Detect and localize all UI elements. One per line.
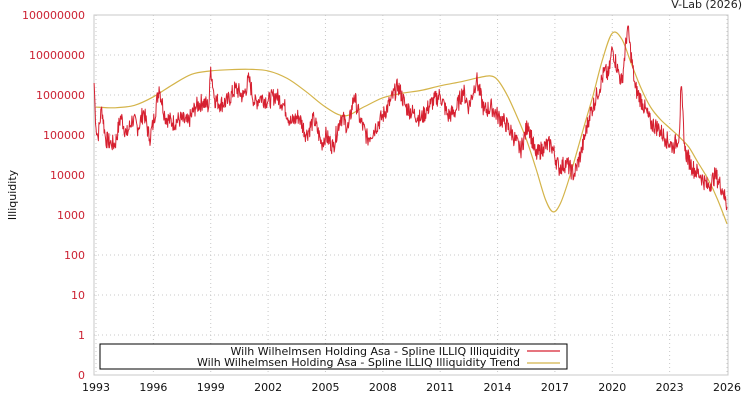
y-tick-label: 10000 xyxy=(50,169,85,182)
x-tick-label: 2026 xyxy=(713,381,741,394)
x-tick-label: 2008 xyxy=(369,381,397,394)
x-tick-label: 2020 xyxy=(598,381,626,394)
grid-lines xyxy=(94,14,728,375)
y-tick-label: 1000000 xyxy=(36,89,85,102)
legend-label-illiquidity: Wilh Wilhelmsen Holding Asa - Spline ILL… xyxy=(231,345,521,358)
illiquidity-line xyxy=(93,25,728,211)
y-tick-label: 0 xyxy=(78,369,85,382)
legend-label-trend: Wilh Wilhelmsen Holding Asa - Spline ILL… xyxy=(197,356,520,369)
y-tick-label: 100000000 xyxy=(22,9,85,22)
y-axis-ticks: 1000000001000000010000001000001000010001… xyxy=(22,9,85,382)
x-tick-label: 2005 xyxy=(311,381,339,394)
y-tick-label: 100 xyxy=(64,249,85,262)
legend: Wilh Wilhelmsen Holding Asa - Spline ILL… xyxy=(99,343,568,370)
x-tick-label: 2011 xyxy=(426,381,454,394)
x-tick-label: 1996 xyxy=(139,381,167,394)
x-tick-label: 1993 xyxy=(82,381,110,394)
x-tick-label: 2017 xyxy=(541,381,569,394)
x-tick-label: 2023 xyxy=(656,381,684,394)
x-tick-label: 2014 xyxy=(484,381,512,394)
plot-area xyxy=(93,14,729,376)
source-credit: V-Lab (2026) xyxy=(671,0,742,11)
x-tick-label: 2002 xyxy=(254,381,282,394)
y-tick-label: 100000 xyxy=(43,129,85,142)
x-axis-ticks: 1993 1996 1999 2002 2005 2008 2011 2014 2017 2020… xyxy=(82,381,741,394)
x-tick-label: 1999 xyxy=(197,381,225,394)
y-tick-label: 1 xyxy=(78,329,85,342)
trend-line xyxy=(95,31,728,225)
y-tick-label: 1000 xyxy=(57,209,85,222)
y-tick-label: 10 xyxy=(71,289,85,302)
data-series xyxy=(93,25,728,225)
y-tick-label: 10000000 xyxy=(29,49,85,62)
y-axis-label: Illiquidity xyxy=(6,169,19,220)
